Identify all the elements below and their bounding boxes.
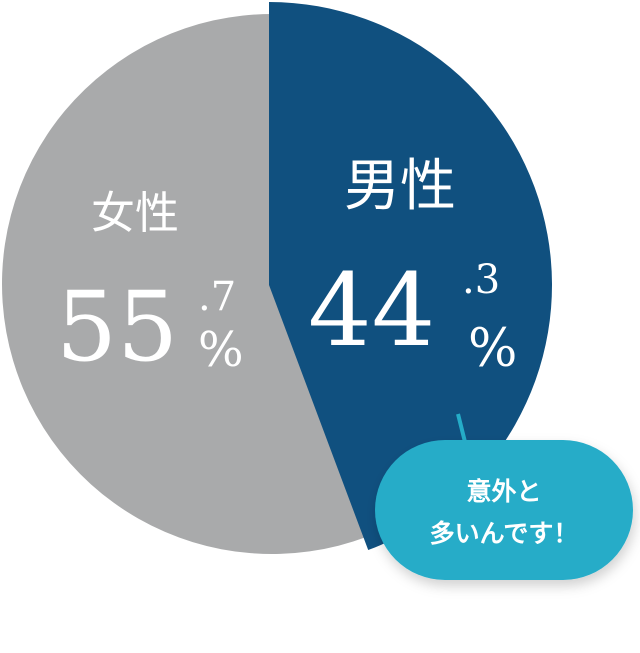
male-value-int: 44 <box>308 252 435 369</box>
pie-slice-female <box>1 14 367 555</box>
female-value-int: 55 <box>56 271 178 383</box>
callout-line-1: 意外と <box>466 477 541 506</box>
female-label: 女性 <box>91 188 179 239</box>
pie-slice-male <box>269 2 553 551</box>
callout-line-2: 多いんです！ <box>430 519 579 548</box>
female-unit: % <box>198 322 244 378</box>
callout-pointer <box>456 413 467 443</box>
male-label: 男性 <box>344 154 456 219</box>
female-value-dec: .7 <box>198 274 236 320</box>
callout-bubble <box>375 440 633 580</box>
male-unit: % <box>468 319 517 379</box>
male-value-dec: .3 <box>462 257 500 303</box>
